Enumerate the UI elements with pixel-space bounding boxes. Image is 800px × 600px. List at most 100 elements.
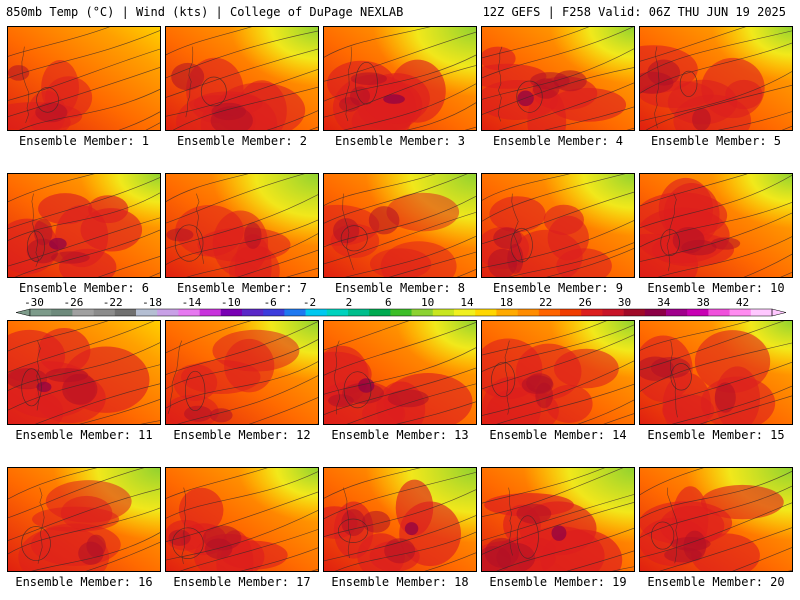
member-map-panel (323, 320, 477, 425)
colorbar-swatch (390, 309, 412, 316)
member-map-panel (7, 467, 161, 572)
member-map-panel (481, 467, 635, 572)
colorbar-swatch (750, 309, 773, 316)
colorbar-swatch (263, 309, 285, 316)
colorbar-tick-label: -6 (264, 296, 277, 309)
colorbar-swatch (687, 309, 709, 316)
member-map-panel (165, 173, 319, 278)
colorbar-swatch (178, 309, 200, 316)
member-label: Ensemble Member: 2 (176, 134, 308, 148)
temperature-map (482, 321, 634, 424)
temperature-map (324, 174, 476, 277)
temperature-map (166, 468, 318, 571)
temperature-map (8, 27, 160, 130)
member-map-panel (639, 26, 793, 131)
temperature-map (8, 174, 160, 277)
colorbar-swatch (369, 309, 391, 316)
colorbar-tick-label: -10 (221, 296, 241, 309)
colorbar-swatch (475, 309, 497, 316)
member-map-panel (323, 26, 477, 131)
temperature-map (166, 27, 318, 130)
temperature-map (482, 27, 634, 130)
colorbar-tick-label: -30 (24, 296, 44, 309)
member-map-panel (481, 173, 635, 278)
colorbar-swatch (199, 309, 222, 316)
member-label: Ensemble Member: 20 (647, 575, 785, 589)
colorbar-tick-label: -22 (103, 296, 123, 309)
colorbar-tick-label: 14 (460, 296, 474, 309)
member-label: Ensemble Member: 7 (176, 281, 308, 295)
member-label: Ensemble Member: 14 (489, 428, 627, 442)
temperature-map (482, 174, 634, 277)
temperature-map (640, 27, 792, 130)
colorbar-tick-label: -2 (303, 296, 316, 309)
temperature-map (8, 321, 160, 424)
colorbar-swatch (729, 309, 752, 316)
member-label: Ensemble Member: 17 (173, 575, 311, 589)
colorbar-swatch (157, 309, 179, 316)
member-label: Ensemble Member: 15 (647, 428, 785, 442)
chart-title: 850mb Temp (°C) | Wind (kts) | College o… (6, 5, 404, 19)
colorbar-swatch (305, 309, 328, 316)
colorbar-swatch (326, 309, 349, 316)
member-label: Ensemble Member: 5 (650, 134, 782, 148)
temperature-map (640, 321, 792, 424)
colorbar-swatch (602, 309, 624, 316)
member-label: Ensemble Member: 9 (492, 281, 624, 295)
temperature-map (324, 27, 476, 130)
colorbar-swatch (242, 309, 264, 316)
member-label: Ensemble Member: 12 (173, 428, 311, 442)
member-map-panel (323, 173, 477, 278)
colorbar-swatch (93, 309, 116, 316)
temperature-map (640, 174, 792, 277)
colorbar-tick-label: 38 (697, 296, 710, 309)
temperature-map (640, 468, 792, 571)
colorbar-swatch (538, 309, 561, 316)
temperature-colorbar: -30 -26 -22 -18 -14 -10 -6 -2 2 6 10 14 18 22 26 30 34 38… (0, 296, 800, 318)
member-map-panel (7, 320, 161, 425)
member-label: Ensemble Member: 3 (334, 134, 466, 148)
colorbar-tick-label: 18 (500, 296, 513, 309)
member-label: Ensemble Member: 6 (18, 281, 150, 295)
colorbar-swatch (72, 309, 94, 316)
colorbar-swatch (454, 309, 476, 316)
colorbar-swatch (644, 309, 667, 316)
colorbar-swatch (220, 309, 243, 316)
temperature-map (482, 468, 634, 571)
member-label: Ensemble Member: 19 (489, 575, 627, 589)
colorbar-arrow-right (771, 308, 787, 317)
member-label: Ensemble Member: 10 (647, 281, 785, 295)
temperature-map (324, 468, 476, 571)
member-map-panel (481, 26, 635, 131)
colorbar-tick-label: -14 (182, 296, 202, 309)
member-label: Ensemble Member: 1 (18, 134, 150, 148)
colorbar-tick-label: 30 (618, 296, 631, 309)
colorbar-swatch (30, 309, 52, 316)
member-map-panel (7, 173, 161, 278)
run-info: 12Z GEFS | F258 Valid: 06Z THU JUN 19 20… (482, 5, 786, 19)
member-map-panel (165, 26, 319, 131)
member-label: Ensemble Member: 13 (331, 428, 469, 442)
temperature-map (166, 321, 318, 424)
temperature-map (8, 468, 160, 571)
member-label: Ensemble Member: 16 (15, 575, 153, 589)
member-label: Ensemble Member: 8 (334, 281, 466, 295)
colorbar-arrow-left (15, 308, 31, 317)
colorbar-swatch (496, 309, 518, 316)
colorbar-svg: -30 -26 -22 -18 -14 -10 -6 -2 2 6 10 14 18 22 26 30 34 38… (15, 296, 787, 317)
colorbar-tick-label: 26 (578, 296, 591, 309)
colorbar-swatch (284, 309, 306, 316)
colorbar-tick-label: 10 (421, 296, 434, 309)
colorbar-swatch (708, 309, 730, 316)
colorbar-swatch (51, 309, 73, 316)
colorbar-tick-label: 34 (657, 296, 671, 309)
colorbar-swatch (666, 309, 688, 316)
colorbar-swatch (517, 309, 540, 316)
member-map-panel (323, 467, 477, 572)
member-map-panel (7, 26, 161, 131)
colorbar-swatch (581, 309, 603, 316)
member-map-panel (639, 467, 793, 572)
colorbar-tick-label: 6 (385, 296, 392, 309)
temperature-map (166, 174, 318, 277)
colorbar-tick-label: 22 (539, 296, 552, 309)
